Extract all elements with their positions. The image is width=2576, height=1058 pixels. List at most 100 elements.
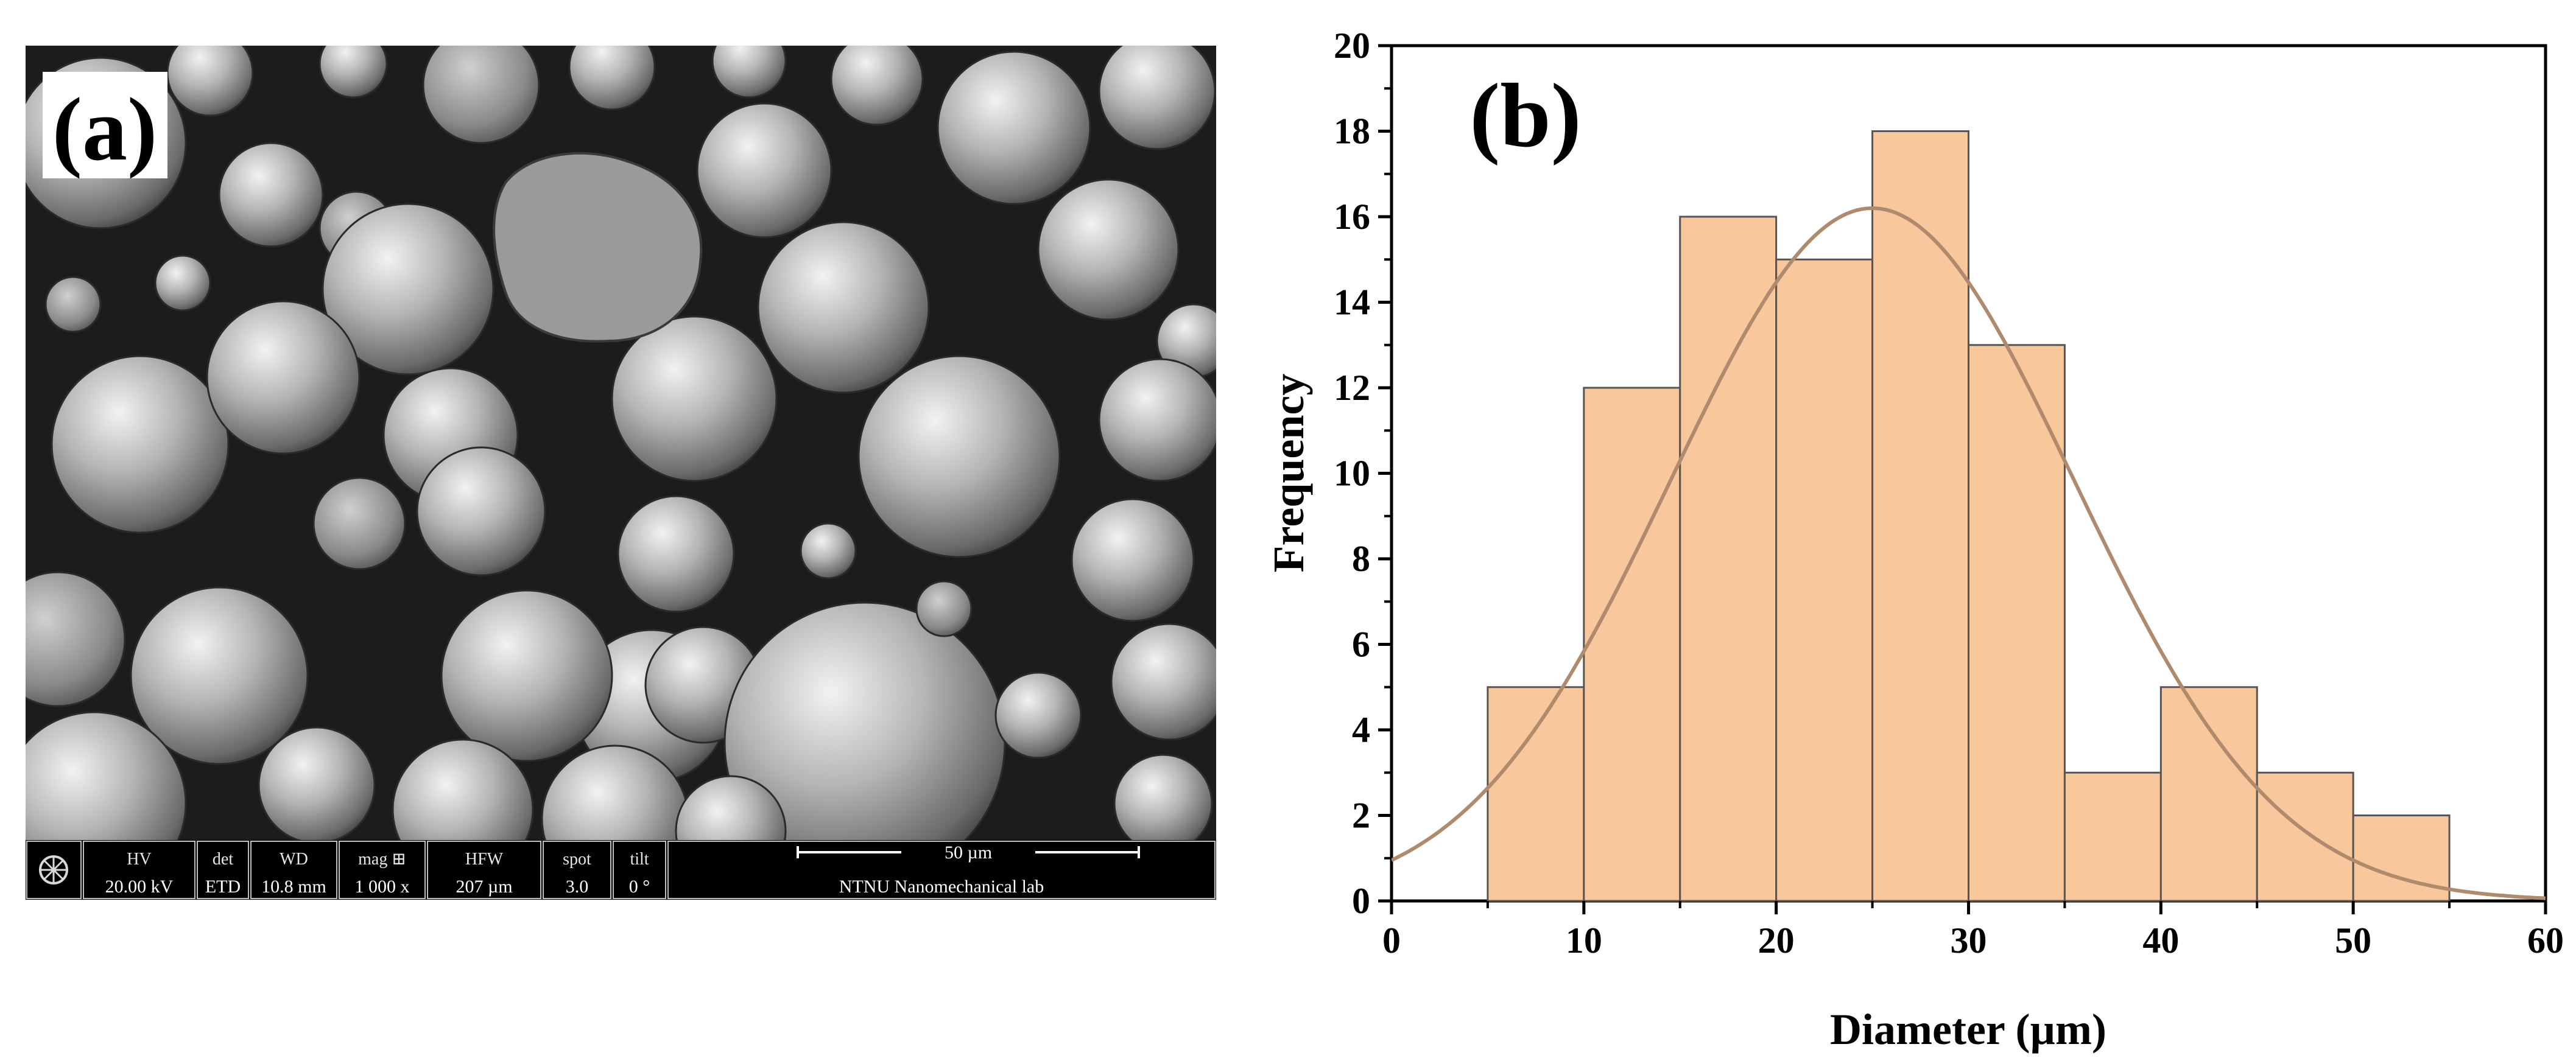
powder-particle — [1037, 178, 1180, 321]
y-tick-label: 12 — [1334, 368, 1370, 408]
x-tick-label: 50 — [2335, 920, 2371, 961]
powder-particle — [857, 355, 1061, 558]
powder-particle — [312, 477, 406, 570]
info-wd-value: 10.8 mm — [261, 877, 326, 897]
x-tick-label: 20 — [1758, 920, 1795, 961]
axes: 0 10 20 30 40 50 60 0 2 4 6 8 10 12 14 16 18 20 — [1334, 26, 2564, 961]
info-cell-border — [26, 841, 82, 899]
x-tick-label: 60 — [2527, 920, 2564, 961]
sem-panel: (a) HV 20.00 kV det ETD WD 10.8 mm mag ⊞ 1 000 … — [26, 46, 1216, 900]
info-hv-value: 20.00 kV — [105, 877, 174, 897]
lab-name: NTNU Nanomechanical lab — [839, 877, 1044, 897]
powder-particle — [392, 738, 534, 840]
info-det-header: det — [213, 850, 233, 869]
info-cell-border — [83, 841, 195, 899]
x-tick-label: 0 — [1382, 920, 1401, 961]
powder-particle — [422, 46, 540, 144]
powder-particle — [568, 46, 656, 111]
info-mag-value: 1 000 x — [355, 877, 410, 897]
powder-particle — [915, 580, 973, 637]
powder-particle — [166, 46, 254, 117]
y-tick-label: 8 — [1352, 539, 1370, 579]
powder-particle — [416, 446, 546, 576]
info-cell-border — [427, 841, 541, 899]
powder-particle — [318, 46, 388, 99]
info-cell-border — [543, 841, 611, 899]
info-hv-header: HV — [127, 850, 151, 869]
powder-particle — [206, 300, 361, 455]
y-tick-label: 20 — [1334, 26, 1370, 66]
info-hfw-header: HFW — [465, 850, 504, 869]
scale-bar-label: 50 µm — [945, 843, 992, 863]
y-axis-label: Frequency — [1264, 374, 1313, 573]
info-cell-border — [339, 841, 426, 899]
histogram-bar — [2159, 686, 2258, 902]
histogram-bar — [2063, 771, 2162, 902]
panel-a-label-box — [43, 72, 167, 178]
powder-particle — [154, 254, 211, 312]
powder-particle — [1098, 46, 1216, 150]
y-tick-label: 4 — [1352, 710, 1370, 750]
fei-logo-icon — [39, 855, 68, 885]
info-cell-border — [250, 841, 337, 899]
histogram-bars — [1487, 130, 2451, 902]
info-cell-border — [613, 841, 666, 899]
y-tick-label: 0 — [1352, 881, 1370, 921]
histogram-bar — [1679, 215, 1778, 902]
x-tick-label: 40 — [2142, 920, 2179, 961]
y-tick-label: 2 — [1352, 796, 1370, 836]
y-tick-label: 18 — [1334, 111, 1370, 152]
powder-particle — [800, 522, 857, 580]
y-tick-label: 10 — [1334, 454, 1370, 494]
histogram-bar — [1871, 130, 1969, 902]
histogram-bar — [1583, 387, 1681, 902]
x-axis-label: Diameter (µm) — [1830, 1005, 2106, 1054]
powder-particle — [218, 142, 324, 248]
sem-powder-particles — [26, 46, 1216, 840]
powder-particle — [757, 221, 930, 394]
powder-particle — [830, 46, 924, 126]
panel-a-label: (a) — [52, 80, 158, 180]
powder-particle — [258, 726, 376, 840]
powder-particle — [26, 711, 187, 840]
powder-particle — [44, 276, 102, 333]
powder-particle — [26, 571, 126, 707]
powder-particle — [1110, 623, 1216, 741]
histogram-bar — [1775, 258, 1874, 902]
info-det-value: ETD — [205, 877, 241, 897]
powder-particle — [440, 589, 613, 762]
powder-particle — [994, 671, 1082, 759]
histogram-panel: 0 10 20 30 40 50 60 0 2 4 6 8 10 12 14 16 18 20 (b) Diame… — [1264, 26, 2564, 1054]
powder-particle — [1113, 754, 1213, 840]
x-tick-label: 10 — [1566, 920, 1602, 961]
info-wd-header: WD — [280, 850, 308, 869]
powder-particle — [130, 586, 309, 765]
info-spot-value: 3.0 — [566, 877, 589, 897]
x-tick-label: 30 — [1951, 920, 1987, 961]
info-spot-header: spot — [563, 850, 591, 869]
histogram-bar — [1487, 686, 1585, 902]
powder-particle — [1071, 498, 1195, 622]
info-cell-border — [197, 841, 249, 899]
powder-particle — [675, 775, 787, 840]
powder-particle — [711, 46, 787, 99]
y-tick-label: 6 — [1352, 625, 1370, 665]
powder-particle — [696, 102, 832, 239]
powder-particle — [51, 355, 230, 534]
powder-particle — [611, 315, 778, 482]
info-tilt-value: 0 ° — [629, 877, 650, 897]
info-mag-header: mag ⊞ — [358, 850, 406, 869]
panel-b-label: (b) — [1469, 65, 1581, 166]
y-tick-label: 16 — [1334, 197, 1370, 237]
histogram-bar — [1968, 344, 2066, 902]
info-tilt-header: tilt — [630, 850, 649, 869]
powder-particle — [617, 495, 735, 613]
y-tick-label: 14 — [1334, 282, 1370, 323]
sem-info-bar: HV 20.00 kV det ETD WD 10.8 mm mag ⊞ 1 000 x HFW… — [26, 840, 1216, 900]
histogram-bar — [2256, 771, 2354, 902]
scale-bar-cell — [667, 841, 1216, 899]
powder-particle — [322, 203, 494, 376]
normal-fit-curve — [1390, 206, 2546, 900]
powder-particle — [1098, 358, 1216, 482]
info-hfw-value: 207 µm — [456, 877, 512, 897]
